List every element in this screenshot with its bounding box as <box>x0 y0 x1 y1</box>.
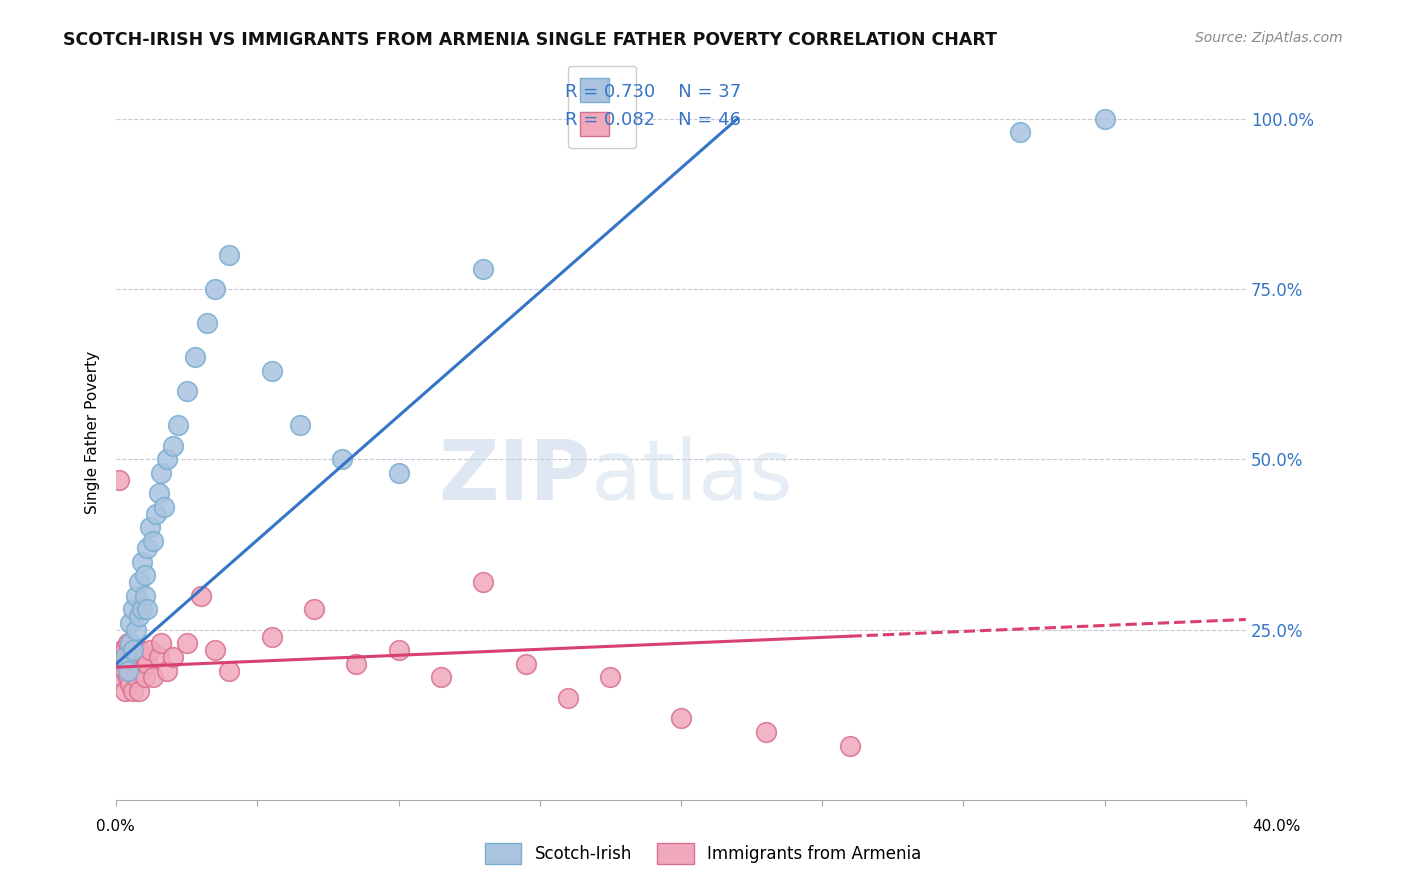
Point <box>156 452 179 467</box>
Point <box>134 589 156 603</box>
Point <box>128 574 150 589</box>
Point <box>131 555 153 569</box>
Point <box>515 657 537 671</box>
Point <box>472 574 495 589</box>
Point <box>148 650 170 665</box>
Point <box>134 670 156 684</box>
Point <box>176 384 198 399</box>
Point <box>122 602 145 616</box>
Point <box>120 636 142 650</box>
Point <box>153 500 176 514</box>
Point <box>302 602 325 616</box>
Point <box>128 643 150 657</box>
Point <box>122 684 145 698</box>
Point <box>260 630 283 644</box>
Point <box>136 602 159 616</box>
Point <box>755 725 778 739</box>
Point <box>260 364 283 378</box>
Point <box>125 670 148 684</box>
Text: Source: ZipAtlas.com: Source: ZipAtlas.com <box>1195 31 1343 45</box>
Point <box>204 643 226 657</box>
Point <box>142 534 165 549</box>
Point <box>131 664 153 678</box>
Point <box>1094 112 1116 126</box>
Point <box>557 690 579 705</box>
Text: atlas: atlas <box>591 435 793 516</box>
Point <box>125 657 148 671</box>
Point <box>108 473 131 487</box>
Point <box>111 670 134 684</box>
Point <box>1008 125 1031 139</box>
Text: R = 0.730    N = 37: R = 0.730 N = 37 <box>565 83 741 101</box>
Point <box>167 418 190 433</box>
Point <box>111 650 134 665</box>
Point <box>120 615 142 630</box>
Point <box>136 541 159 555</box>
Point <box>344 657 367 671</box>
Y-axis label: Single Father Poverty: Single Father Poverty <box>86 351 100 514</box>
Point <box>195 316 218 330</box>
Legend: Scotch-Irish, Immigrants from Armenia: Scotch-Irish, Immigrants from Armenia <box>478 837 928 871</box>
Point <box>148 486 170 500</box>
Point <box>128 684 150 698</box>
Point <box>139 643 162 657</box>
Point <box>162 439 184 453</box>
Point <box>150 636 173 650</box>
Point <box>162 650 184 665</box>
Point <box>117 636 139 650</box>
Point <box>430 670 453 684</box>
Point <box>114 643 136 657</box>
Point <box>117 664 139 678</box>
Point <box>134 568 156 582</box>
Point <box>150 466 173 480</box>
Point <box>122 643 145 657</box>
Point <box>388 643 411 657</box>
Text: 40.0%: 40.0% <box>1253 820 1301 834</box>
Point <box>204 282 226 296</box>
Point <box>669 711 692 725</box>
Point <box>145 507 167 521</box>
Point <box>139 520 162 534</box>
Text: ZIP: ZIP <box>439 435 591 516</box>
Text: 0.0%: 0.0% <box>96 820 135 834</box>
Point <box>114 650 136 665</box>
Point <box>120 650 142 665</box>
Point <box>388 466 411 480</box>
Point <box>125 623 148 637</box>
Point <box>472 261 495 276</box>
Point <box>117 657 139 671</box>
Point <box>330 452 353 467</box>
Point <box>114 684 136 698</box>
Point <box>131 602 153 616</box>
Point <box>114 664 136 678</box>
Legend: , : , <box>568 66 637 148</box>
Point <box>288 418 311 433</box>
Point <box>142 670 165 684</box>
Point <box>599 670 621 684</box>
Point <box>122 643 145 657</box>
Point <box>108 657 131 671</box>
Text: SCOTCH-IRISH VS IMMIGRANTS FROM ARMENIA SINGLE FATHER POVERTY CORRELATION CHART: SCOTCH-IRISH VS IMMIGRANTS FROM ARMENIA … <box>63 31 997 49</box>
Text: R = 0.082    N = 46: R = 0.082 N = 46 <box>565 112 741 129</box>
Point <box>156 664 179 678</box>
Point <box>218 248 240 262</box>
Point <box>136 657 159 671</box>
Point <box>120 664 142 678</box>
Point <box>125 589 148 603</box>
Point <box>111 643 134 657</box>
Point <box>176 636 198 650</box>
Point <box>839 739 862 753</box>
Point <box>190 589 212 603</box>
Point <box>120 677 142 691</box>
Point <box>117 670 139 684</box>
Point <box>218 664 240 678</box>
Point <box>184 350 207 364</box>
Point <box>134 650 156 665</box>
Point <box>128 609 150 624</box>
